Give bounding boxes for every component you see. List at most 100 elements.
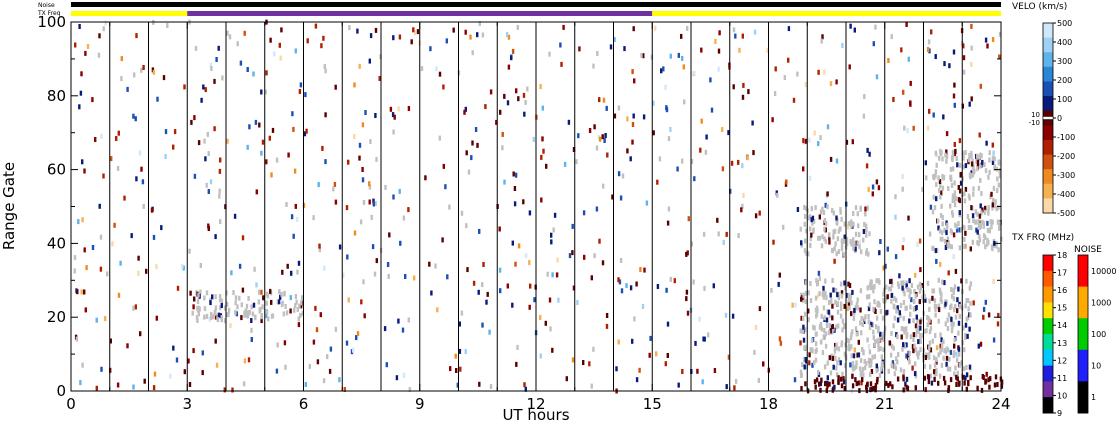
echo-cell — [813, 360, 816, 366]
echo-cell — [848, 305, 851, 311]
echo-cell — [963, 380, 966, 386]
echo-cell — [613, 113, 617, 119]
echo-cell — [972, 186, 975, 192]
echo-cell — [908, 318, 911, 324]
echo-cell — [867, 306, 871, 312]
echo-cell — [851, 365, 854, 371]
echo-cell — [286, 263, 289, 269]
echo-cell — [955, 156, 958, 161]
echo-cell — [981, 219, 984, 225]
echo-cell — [926, 47, 930, 52]
echo-cell — [908, 351, 911, 356]
echo-cell — [293, 307, 296, 313]
echo-cell — [840, 290, 844, 296]
echo-cell — [823, 328, 826, 333]
echo-cell — [841, 43, 844, 48]
echo-cell — [524, 386, 527, 392]
velocity-tick-label: -300 — [1057, 171, 1075, 180]
echo-cell — [812, 227, 815, 233]
echo-cell — [633, 316, 636, 322]
echo-cell — [988, 157, 991, 163]
echo-cell — [820, 38, 823, 44]
echo-cell — [857, 339, 860, 345]
echo-cell — [617, 277, 620, 283]
txfreq-color-band — [1043, 318, 1053, 335]
echo-cell — [856, 211, 859, 217]
echo-cell — [928, 306, 931, 312]
echo-cell — [778, 336, 782, 342]
echo-cell — [441, 237, 444, 243]
echo-cell — [604, 133, 607, 138]
echo-cell — [834, 288, 838, 293]
echo-cell — [866, 205, 869, 211]
echo-cell — [282, 311, 286, 317]
echo-cell — [601, 260, 605, 266]
echo-cell — [363, 313, 366, 319]
echo-cell — [209, 300, 212, 306]
echo-cell — [955, 374, 958, 380]
echo-cell — [552, 227, 555, 233]
echo-cell — [890, 292, 894, 298]
echo-cell — [783, 75, 786, 81]
echo-cell — [217, 45, 220, 51]
echo-cell — [915, 328, 918, 333]
echo-cell — [890, 282, 894, 288]
echo-cell — [880, 366, 883, 372]
echo-cell — [356, 331, 360, 337]
echo-cell — [864, 314, 867, 320]
echo-cell — [934, 169, 938, 175]
echo-cell — [896, 359, 899, 365]
echo-cell — [119, 260, 122, 266]
echo-cell — [460, 210, 464, 216]
echo-cell — [239, 60, 243, 66]
echo-cell — [618, 279, 622, 285]
echo-cell — [660, 68, 663, 74]
echo-cell — [851, 360, 855, 366]
echo-cell — [941, 185, 945, 191]
echo-cell — [787, 57, 790, 63]
echo-cell — [202, 84, 205, 90]
echo-cell — [979, 177, 982, 183]
echo-cell — [210, 312, 213, 317]
echo-cell — [852, 211, 855, 216]
echo-cell — [935, 345, 939, 351]
echo-cell — [694, 340, 697, 346]
echo-cell — [878, 302, 881, 308]
echo-cell — [886, 309, 889, 315]
echo-cell — [824, 227, 827, 233]
echo-cell — [318, 243, 321, 249]
echo-cell — [804, 213, 807, 219]
echo-cell — [645, 200, 649, 206]
echo-cell — [919, 335, 922, 341]
echo-cell — [73, 255, 77, 261]
echo-cell — [193, 173, 197, 179]
echo-cell — [164, 129, 168, 135]
echo-cell — [863, 221, 866, 227]
echo-cell — [897, 352, 900, 357]
echo-cell — [992, 150, 995, 156]
echo-cell — [762, 361, 765, 367]
echo-cell — [996, 176, 999, 182]
echo-cell — [265, 70, 268, 76]
echo-cell — [942, 355, 945, 361]
echo-cell — [117, 130, 120, 136]
echo-cell — [938, 228, 942, 234]
echo-cell — [314, 305, 317, 311]
echo-cell — [943, 61, 946, 67]
echo-cell — [934, 333, 937, 339]
echo-cell — [273, 51, 276, 57]
echo-cell — [924, 297, 927, 303]
echo-cell — [831, 324, 834, 329]
echo-cell — [964, 375, 967, 381]
echo-cell — [104, 316, 107, 322]
echo-cell — [938, 188, 941, 194]
echo-cell — [851, 373, 854, 379]
echo-cell — [879, 239, 882, 244]
echo-cell — [861, 322, 864, 327]
echo-cell — [840, 216, 843, 222]
echo-cell — [970, 205, 973, 211]
echo-cell — [950, 155, 954, 161]
echo-cell — [225, 312, 229, 318]
noise-tick-label: 1 — [1091, 393, 1096, 402]
